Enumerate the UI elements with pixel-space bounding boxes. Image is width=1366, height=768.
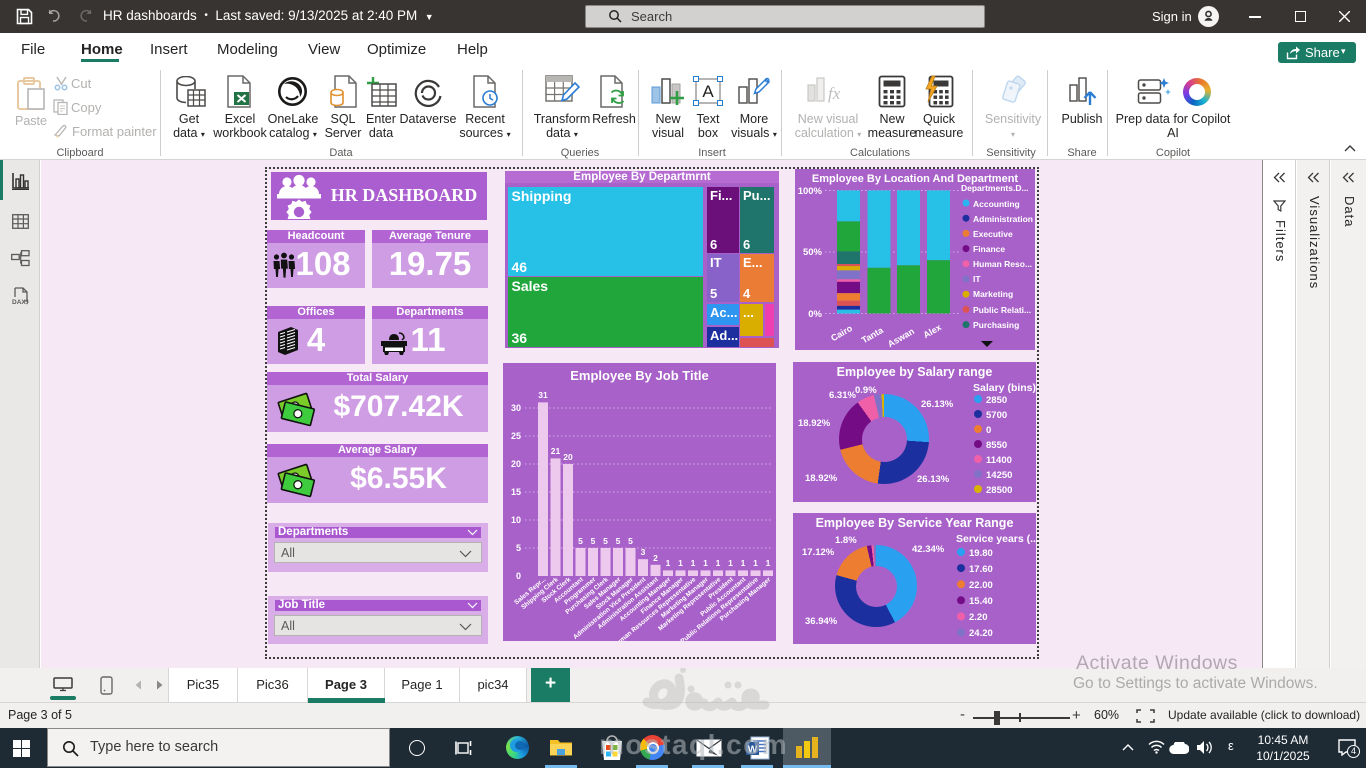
svg-text:Purchasing: Purchasing <box>973 320 1019 330</box>
svg-text:2850: 2850 <box>986 395 1007 406</box>
svg-text:5: 5 <box>516 543 521 553</box>
svg-text:5: 5 <box>578 536 583 546</box>
svg-text:Executive: Executive <box>973 229 1013 239</box>
svg-text:21: 21 <box>551 446 561 456</box>
svg-text:1: 1 <box>753 558 758 568</box>
svg-text:Aswan: Aswan <box>886 326 916 349</box>
svg-text:1: 1 <box>716 558 721 568</box>
svg-text:31: 31 <box>538 390 548 400</box>
svg-text:Accounting: Accounting <box>973 199 1020 209</box>
svg-text:A: A <box>702 82 714 101</box>
svg-text:0: 0 <box>516 571 521 581</box>
svg-text:1: 1 <box>678 558 683 568</box>
svg-text:11400: 11400 <box>986 455 1012 466</box>
svg-text:0%: 0% <box>808 309 822 320</box>
svg-text:2.20: 2.20 <box>969 612 988 623</box>
svg-text:28500: 28500 <box>986 485 1012 496</box>
svg-text:IT: IT <box>973 274 981 284</box>
svg-text:24.20: 24.20 <box>969 628 993 639</box>
svg-text:5: 5 <box>603 536 608 546</box>
svg-text:Finance: Finance <box>973 244 1005 254</box>
svg-text:20: 20 <box>511 459 521 469</box>
svg-text:20: 20 <box>563 452 573 462</box>
svg-text:0: 0 <box>986 425 991 436</box>
svg-text:2: 2 <box>653 553 658 563</box>
svg-text:DAX: DAX <box>12 299 26 306</box>
svg-text:1: 1 <box>728 558 733 568</box>
svg-text:19.80: 19.80 <box>969 548 993 559</box>
svg-text:1: 1 <box>741 558 746 568</box>
svg-text:fx: fx <box>828 84 841 103</box>
svg-text:Cairo: Cairo <box>829 323 854 343</box>
svg-text:5700: 5700 <box>986 410 1007 421</box>
svg-text:22.00: 22.00 <box>969 580 993 591</box>
svg-text:17.60: 17.60 <box>969 564 993 575</box>
svg-text:Alex: Alex <box>922 322 943 340</box>
svg-text:15.40: 15.40 <box>969 596 993 607</box>
svg-text:Administration: Administration <box>973 214 1033 224</box>
svg-text:100%: 100% <box>798 186 823 197</box>
svg-text:50%: 50% <box>803 247 823 258</box>
svg-text:14250: 14250 <box>986 470 1012 481</box>
svg-text:Marketing: Marketing <box>973 289 1013 299</box>
svg-text:Tanta: Tanta <box>860 325 886 346</box>
svg-text:3: 3 <box>641 547 646 557</box>
svg-text:30: 30 <box>511 403 521 413</box>
svg-text:15: 15 <box>511 487 521 497</box>
svg-text:Public Relati...: Public Relati... <box>973 305 1031 315</box>
svg-text:1: 1 <box>766 558 771 568</box>
svg-text:Human Reso...: Human Reso... <box>973 259 1032 269</box>
svg-text:5: 5 <box>628 536 633 546</box>
svg-text:8550: 8550 <box>986 440 1007 451</box>
svg-text:1: 1 <box>666 558 671 568</box>
svg-text:1: 1 <box>703 558 708 568</box>
svg-text:5: 5 <box>591 536 596 546</box>
svg-text:W: W <box>748 745 758 756</box>
svg-text:Departments.D...: Departments.D... <box>961 183 1029 193</box>
svg-text:25: 25 <box>511 431 521 441</box>
svg-text:5: 5 <box>616 536 621 546</box>
svg-text:1: 1 <box>691 558 696 568</box>
svg-text:10: 10 <box>511 515 521 525</box>
